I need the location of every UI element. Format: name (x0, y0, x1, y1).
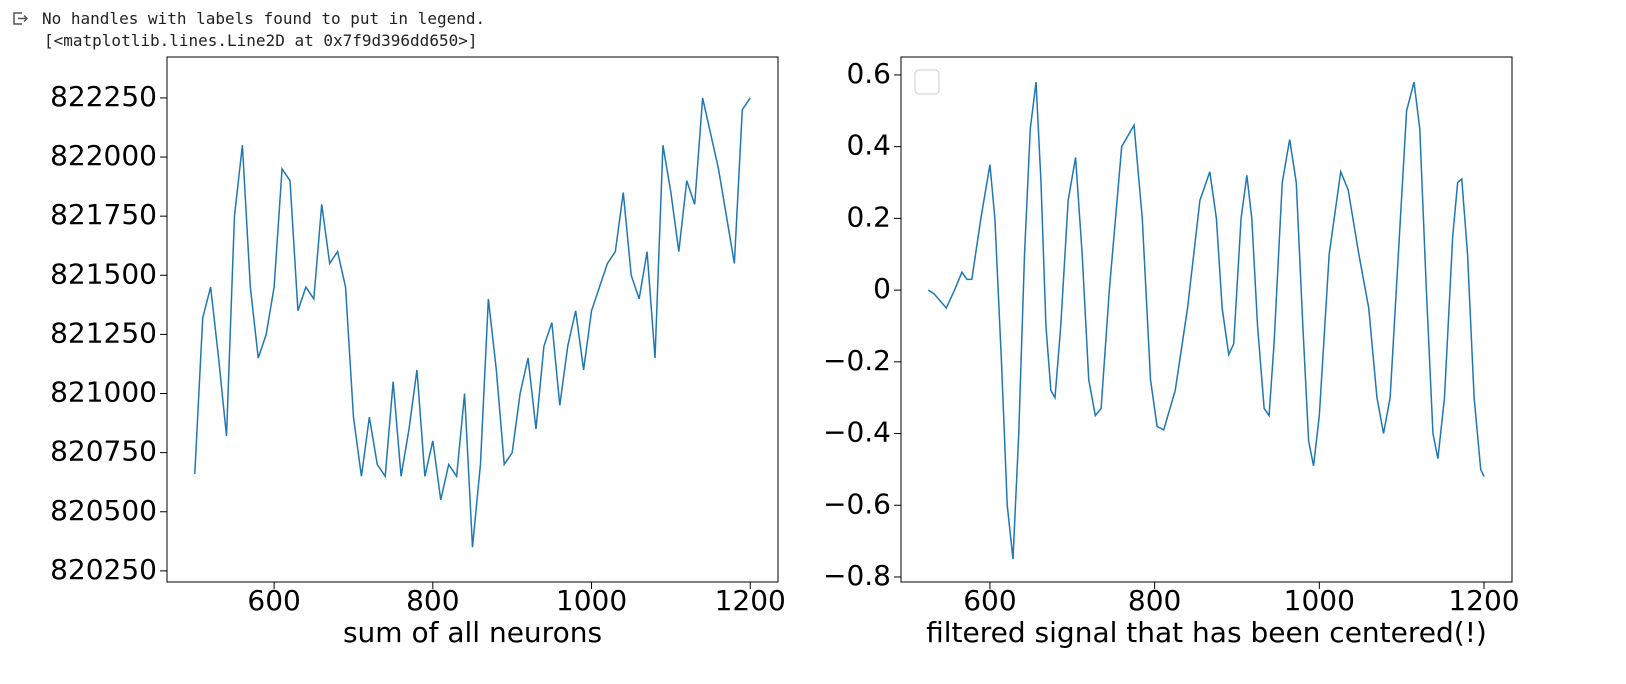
y-tick-label: 0.6 (846, 57, 891, 90)
x-tick-label: 600 (247, 584, 300, 617)
y-tick-label: 821250 (50, 316, 157, 349)
x-axis-label: sum of all neurons (343, 616, 602, 649)
x-tick-label: 800 (406, 584, 459, 617)
axes-frame (166, 56, 779, 583)
y-tick-label: 820500 (50, 494, 157, 527)
x-axis-label: filtered signal that has been centered(!… (926, 616, 1487, 649)
y-tick-label: 822250 (50, 80, 157, 113)
output-icon (13, 12, 29, 25)
legend-box (914, 69, 940, 95)
y-tick-label: 822000 (50, 139, 157, 172)
y-tick-label: −0.4 (823, 416, 891, 449)
x-tick-label: 800 (1128, 584, 1181, 617)
y-tick-label: 821000 (50, 376, 157, 409)
output-line: [<matplotlib.lines.Line2D at 0x7f9d396dd… (44, 31, 478, 50)
x-tick-label: 1200 (1448, 584, 1519, 617)
x-tick-label: 1200 (715, 584, 786, 617)
output-line: No handles with labels found to put in l… (42, 9, 486, 28)
y-tick-label: −0.8 (823, 559, 891, 592)
y-tick-label: 821750 (50, 198, 157, 231)
data-line (194, 97, 751, 548)
y-tick-label: −0.6 (823, 487, 891, 520)
y-tick-label: 820750 (50, 435, 157, 468)
x-tick-label: 1000 (556, 584, 627, 617)
x-tick-label: 1000 (1284, 584, 1355, 617)
x-tick-label: 600 (963, 584, 1016, 617)
y-tick-label: 0.4 (846, 129, 891, 162)
y-tick-label: 0 (873, 272, 891, 305)
y-tick-label: 0.2 (846, 200, 891, 233)
data-line (927, 81, 1485, 560)
y-tick-label: 820250 (50, 553, 157, 586)
y-tick-label: 821500 (50, 257, 157, 290)
y-tick-label: −0.2 (823, 344, 891, 377)
axes-frame (900, 56, 1513, 583)
